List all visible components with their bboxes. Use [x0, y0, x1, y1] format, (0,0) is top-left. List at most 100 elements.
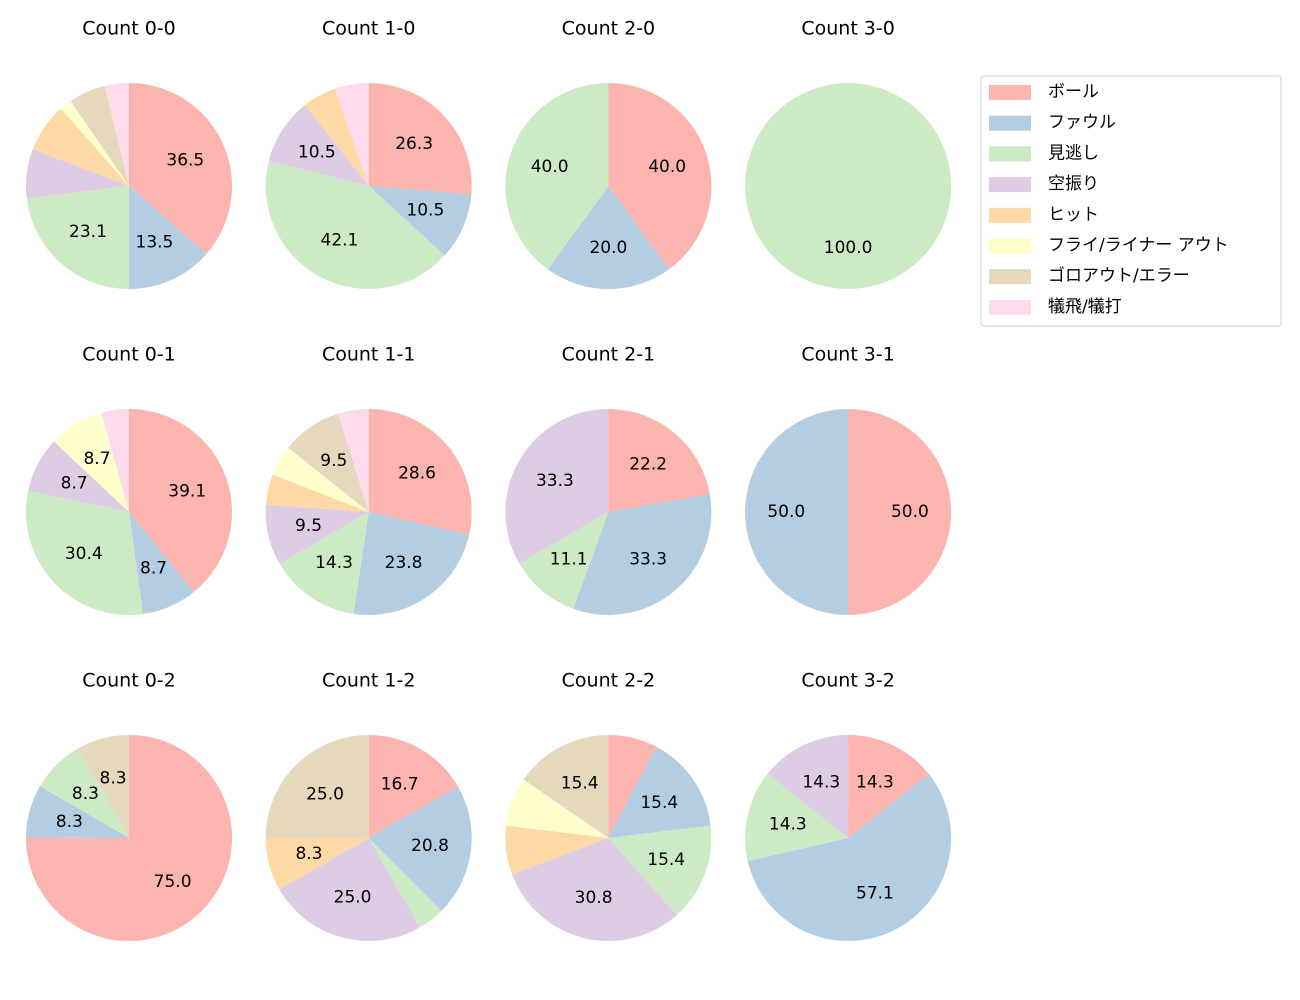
slice-label: 8.7 — [61, 473, 88, 493]
legend-swatch — [989, 85, 1031, 100]
legend-label: ヒット — [1048, 205, 1099, 225]
slice-label: 14.3 — [315, 553, 353, 573]
pie-slice — [60, 101, 130, 186]
pie-slice — [519, 512, 609, 609]
slice-label: 8.3 — [100, 768, 127, 788]
slice-label: 25.0 — [306, 784, 344, 804]
slice-label: 23.1 — [69, 222, 107, 242]
pie-slice — [104, 83, 129, 186]
pie-slice — [279, 838, 421, 942]
pie-slice — [505, 83, 609, 270]
pie-slice — [265, 161, 445, 289]
pie-slice — [129, 186, 207, 289]
pie-slice — [70, 85, 129, 186]
pie-slice — [368, 735, 459, 838]
pie-slice — [608, 409, 710, 512]
pie-title: Count 1-0 — [322, 18, 416, 40]
pie-slice — [747, 773, 952, 941]
pie-slice — [26, 786, 130, 838]
legend-label: フライ/ライナー アウト — [1048, 236, 1229, 256]
legend-label: 犠飛/犠打 — [1048, 297, 1122, 317]
slice-label: 22.2 — [629, 455, 667, 475]
slice-label: 20.8 — [411, 836, 449, 856]
slice-label: 25.0 — [334, 888, 372, 908]
slice-label: 10.5 — [298, 142, 336, 162]
slice-label: 8.3 — [72, 784, 99, 804]
pie-title: Count 2-0 — [562, 18, 656, 40]
pie-slice — [25, 490, 143, 615]
pie-slice — [335, 83, 369, 186]
slice-label: 33.3 — [629, 549, 667, 569]
pie-slice — [28, 441, 129, 512]
slice-label: 8.7 — [83, 449, 110, 469]
pie-title: Count 1-2 — [322, 670, 416, 692]
slice-label: 15.4 — [561, 773, 599, 793]
slice-label: 20.0 — [589, 238, 627, 258]
slice-label: 40.0 — [531, 157, 569, 177]
slice-label: 30.4 — [65, 544, 103, 564]
pie-slice — [353, 512, 470, 615]
slice-label: 26.3 — [395, 134, 433, 154]
slice-label: 8.7 — [140, 559, 167, 579]
pie-slice — [32, 108, 130, 186]
pie-slice — [268, 105, 369, 186]
pie-slice — [608, 825, 712, 916]
slice-label: 9.5 — [295, 516, 322, 536]
slice-label: 9.5 — [320, 451, 347, 471]
legend-swatch — [989, 146, 1031, 162]
pie-title: Count 0-1 — [82, 344, 176, 366]
slice-label: 40.0 — [648, 157, 686, 177]
pie-slice — [279, 512, 369, 614]
slice-label: 15.4 — [640, 793, 678, 813]
slice-label: 11.1 — [550, 549, 588, 569]
slice-label: 33.3 — [536, 471, 574, 491]
pie-slice — [767, 735, 849, 838]
legend-swatch — [989, 115, 1031, 131]
pie-title: Count 3-0 — [801, 18, 895, 40]
pie-title: Count 3-1 — [801, 344, 895, 366]
pie-slice — [77, 735, 129, 838]
pie-slice — [129, 512, 194, 615]
slice-label: 15.4 — [647, 850, 685, 870]
pie-title: Count 2-2 — [562, 670, 656, 692]
legend-swatch — [989, 299, 1031, 315]
pie-slice — [745, 83, 952, 289]
slice-label: 13.5 — [136, 232, 174, 252]
pie-slice — [265, 735, 369, 838]
pie-slice — [265, 838, 369, 890]
slice-label: 42.1 — [321, 230, 359, 250]
pie-slice — [547, 186, 669, 290]
pie-slice — [265, 474, 369, 512]
slice-label: 36.5 — [166, 151, 204, 171]
pie-slice — [53, 412, 129, 512]
slice-label: 14.3 — [802, 772, 840, 792]
legend-label: ファウル — [1048, 113, 1116, 133]
pie-title: Count 3-2 — [801, 670, 895, 692]
pie-slice — [129, 83, 232, 255]
slice-label: 39.1 — [168, 481, 206, 501]
slice-label: 16.7 — [381, 775, 419, 795]
legend-label: ゴロアウト/エラー — [1048, 265, 1190, 286]
pie-title: Count 0-0 — [82, 18, 176, 40]
pie-title: Count 0-2 — [82, 670, 176, 692]
pie-title: Count 2-1 — [562, 344, 656, 366]
slice-label: 30.8 — [575, 888, 613, 908]
pie-slice — [338, 409, 369, 512]
slice-label: 100.0 — [824, 238, 873, 258]
pie-slice — [101, 409, 129, 512]
slice-label: 50.0 — [767, 502, 805, 522]
legend-box — [980, 75, 1282, 327]
pie-slice — [848, 735, 929, 838]
pie-slice — [608, 746, 711, 838]
pie-slice — [129, 409, 232, 592]
pie-slice — [305, 88, 369, 186]
slice-label: 14.3 — [856, 772, 894, 792]
pie-slice — [523, 735, 609, 838]
legend-label: ボール — [1048, 82, 1099, 102]
pie-slice — [368, 83, 472, 195]
pie-slice — [288, 413, 369, 512]
slice-label: 8.3 — [56, 812, 83, 832]
pie-slice — [506, 779, 609, 838]
pie-slice — [368, 409, 472, 535]
pie-slice — [848, 409, 952, 615]
